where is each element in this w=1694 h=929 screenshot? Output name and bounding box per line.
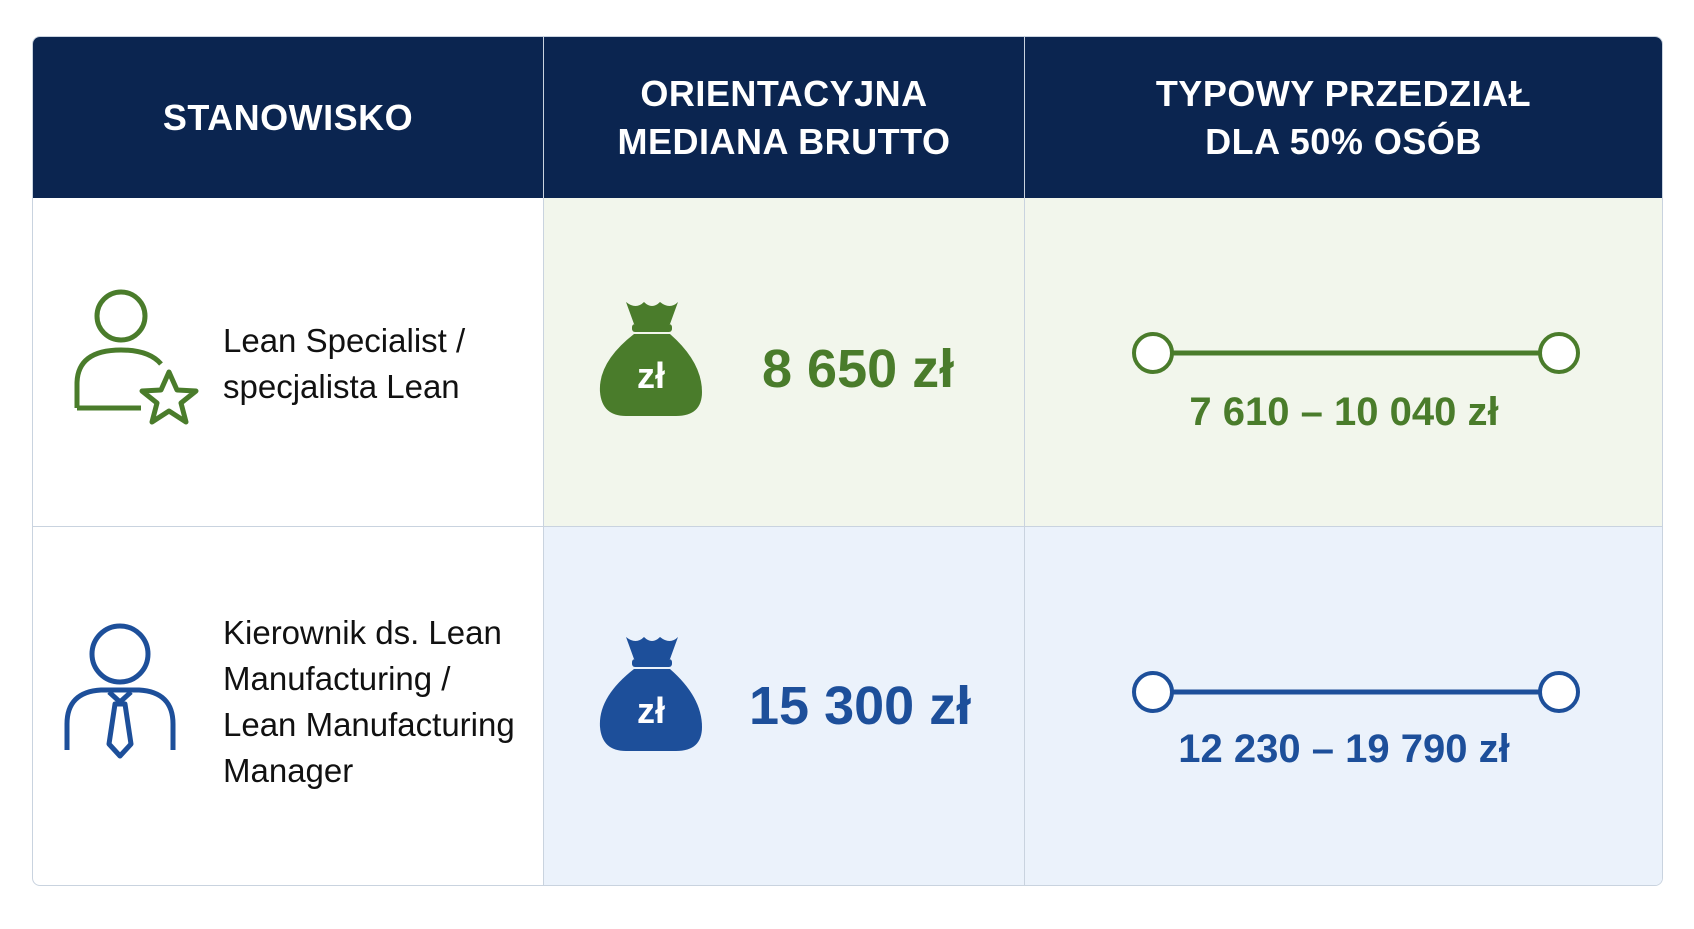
header-cell: ORIENTACYJNA MEDIANA BRUTTO [543, 37, 1024, 198]
median-value: 15 300 zł [749, 676, 972, 736]
range-text: 12 230 – 19 790 zł [1178, 727, 1510, 771]
icon-label: zł [637, 355, 665, 396]
money-bag-icon: zł [599, 637, 702, 751]
specialist-icon [74, 289, 199, 425]
position-text: Kierownik ds. Lean Manufacturing / Lean … [223, 614, 515, 789]
median-value: 8 650 zł [762, 339, 955, 399]
range-text: 7 610 – 10 040 zł [1189, 390, 1499, 434]
range-cell: 12 230 – 19 790 zł [1024, 527, 1662, 885]
range-bar [1132, 671, 1580, 713]
median-cell: zł 8 650 zł [543, 198, 1024, 527]
position-text: Lean Specialist / specjalista Lean [223, 322, 466, 405]
position-cell: Lean Specialist / specjalista Lean [33, 198, 543, 527]
salary-table: STANOWISKO ORIENTACYJNA MEDIANA BRUTTO T… [32, 36, 1663, 886]
position-cell: Kierownik ds. Lean Manufacturing / Lean … [33, 527, 543, 885]
icon-label: zł [637, 690, 665, 731]
header-cell: STANOWISKO [33, 37, 543, 198]
range-bar [1132, 332, 1580, 374]
range-cell: 7 610 – 10 040 zł [1024, 198, 1662, 527]
header-cell: TYPOWY PRZEDZIAŁ DLA 50% OSÓB [1024, 37, 1662, 198]
money-bag-icon: zł [599, 302, 702, 416]
median-cell: zł 15 300 zł [543, 527, 1024, 885]
manager-icon [64, 623, 176, 759]
